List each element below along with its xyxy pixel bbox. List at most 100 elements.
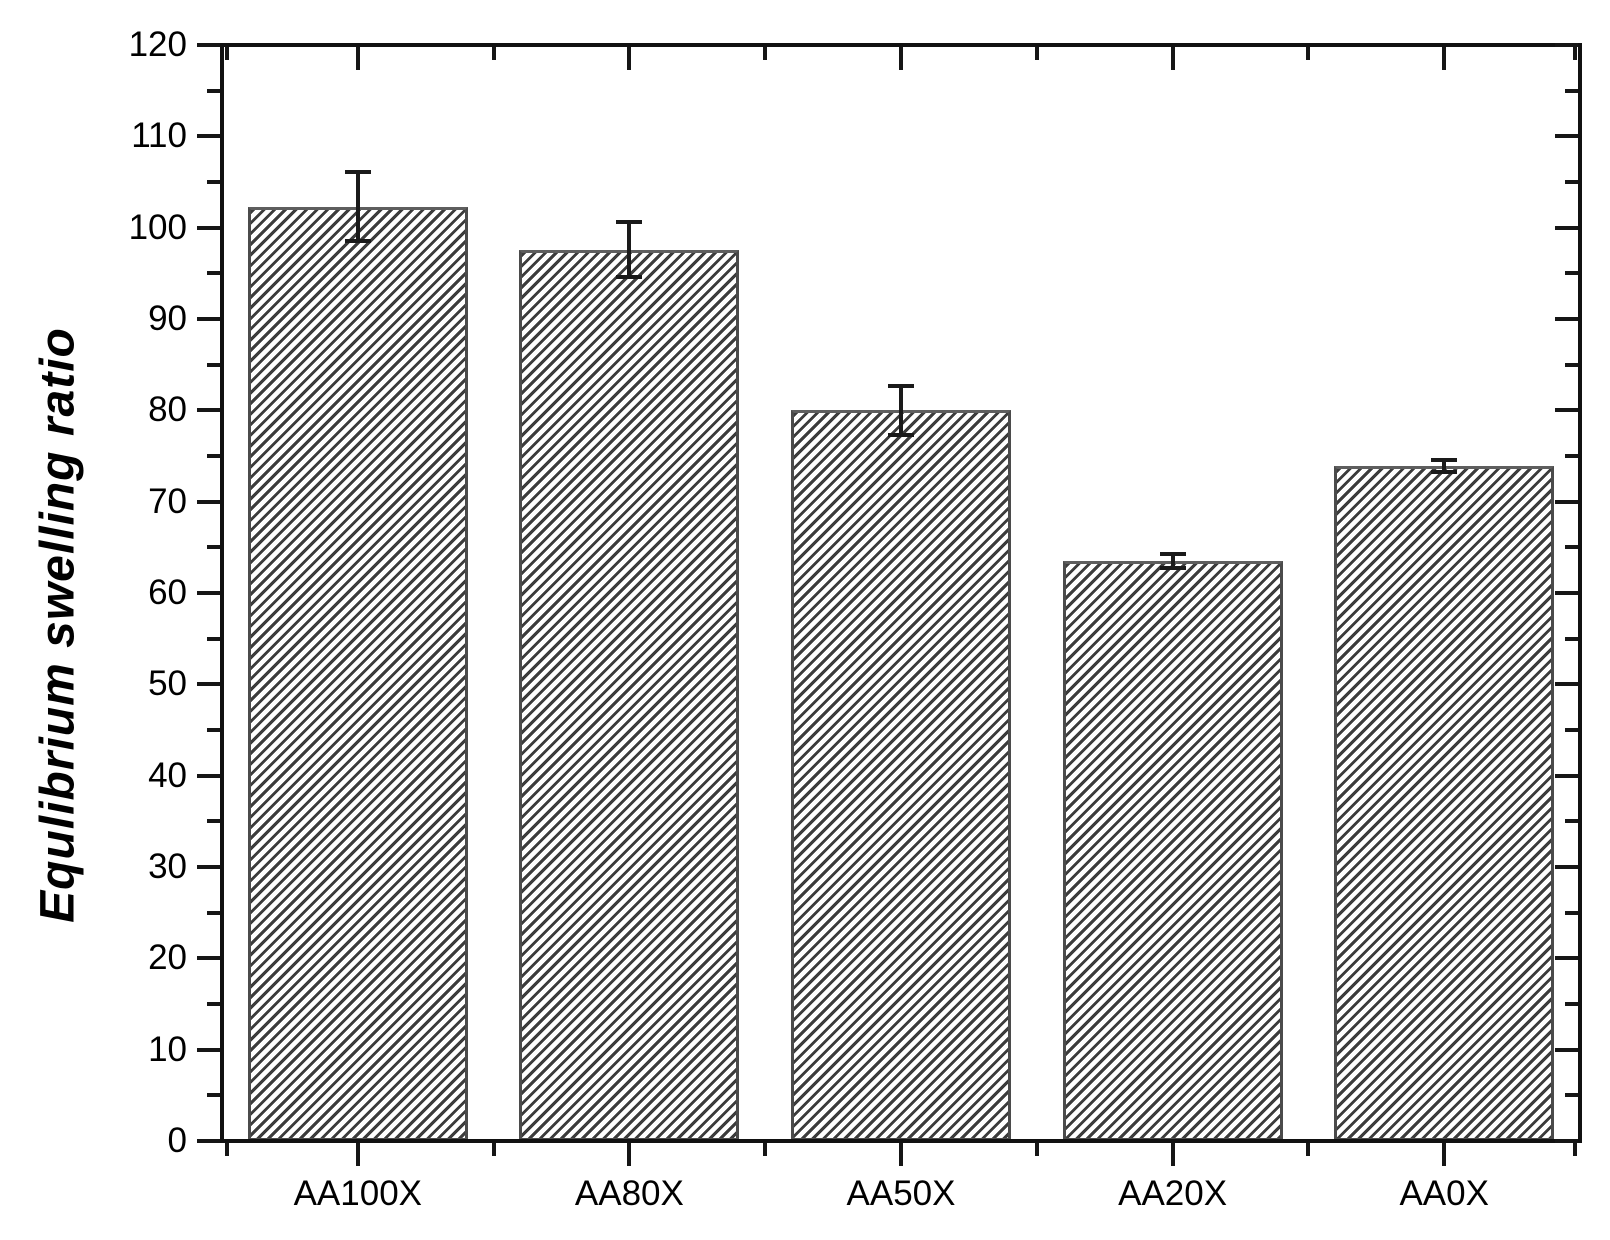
error-bar-stem	[1442, 459, 1447, 473]
y-major-tick-left	[197, 408, 220, 413]
bar-AA80X	[519, 249, 740, 1141]
bar-AA50X	[791, 410, 1011, 1141]
y-minor-tick-left	[207, 454, 220, 458]
error-bar-stem	[1170, 553, 1175, 569]
y-major-tick-left	[197, 773, 220, 778]
y-tick-label: 40	[148, 755, 187, 795]
y-minor-tick-left	[207, 180, 220, 184]
y-major-tick-right	[1555, 43, 1578, 47]
y-tick-label: 60	[148, 573, 187, 612]
y-minor-tick-left	[207, 910, 220, 915]
x-major-tick-top	[355, 47, 360, 70]
x-tick-label-AA20X: AA20X	[1118, 1174, 1228, 1213]
y-major-tick-right	[1555, 225, 1578, 230]
x-tick-label-AA100X: AA100X	[293, 1174, 423, 1213]
y-tick-label: 120	[128, 25, 187, 64]
error-bar-cap-bottom	[888, 432, 914, 437]
y-major-tick-right	[1555, 682, 1578, 687]
y-minor-tick-left	[207, 728, 220, 732]
x-minor-tick-bottom	[225, 1143, 229, 1156]
y-minor-tick-right	[1565, 88, 1578, 93]
y-major-tick-left	[197, 499, 220, 504]
y-tick-label: 90	[148, 299, 187, 338]
x-minor-tick-top	[491, 47, 496, 60]
y-major-tick-left	[197, 317, 220, 321]
x-minor-tick-top	[763, 47, 768, 60]
y-minor-tick-left	[207, 545, 220, 550]
x-minor-tick-bottom	[491, 1143, 496, 1156]
y-major-tick-left	[197, 865, 220, 869]
error-bar-cap-top	[616, 220, 643, 225]
y-major-tick-left	[197, 225, 220, 230]
error-bar-cap-top	[344, 169, 371, 174]
y-minor-tick-right	[1565, 362, 1578, 367]
y-tick-label: 20	[148, 938, 187, 978]
y-tick-label: 70	[148, 481, 187, 521]
y-minor-tick-right	[1565, 271, 1578, 276]
axis-spine-right	[1578, 43, 1582, 1143]
x-major-tick-top	[1170, 47, 1175, 70]
y-tick-label: 30	[148, 847, 187, 886]
error-bar-cap-bottom	[616, 274, 643, 279]
error-bar-cap-bottom	[344, 239, 371, 244]
x-major-tick-bottom	[627, 1143, 632, 1166]
y-major-tick-left	[197, 1139, 220, 1143]
y-tick-label: 0	[167, 1121, 187, 1160]
y-tick-label: 110	[131, 116, 187, 156]
x-minor-tick-top	[1034, 47, 1039, 60]
x-minor-tick-top	[225, 47, 229, 60]
y-minor-tick-right	[1565, 1002, 1578, 1006]
y-major-tick-right	[1555, 499, 1578, 504]
y-minor-tick-right	[1565, 1093, 1578, 1098]
error-bar-stem	[627, 222, 632, 277]
y-minor-tick-left	[207, 362, 220, 367]
y-minor-tick-left	[207, 819, 220, 824]
x-minor-tick-bottom	[763, 1143, 768, 1156]
y-tick-label: 10	[148, 1029, 187, 1069]
y-minor-tick-left	[207, 1002, 220, 1006]
y-minor-tick-left	[207, 1093, 220, 1098]
y-tick-label: 50	[148, 664, 187, 704]
y-major-tick-right	[1555, 408, 1578, 413]
y-tick-label: 100	[128, 207, 187, 247]
error-bar-cap-top	[888, 383, 914, 388]
x-minor-tick-bottom	[1573, 1143, 1577, 1156]
x-tick-label-AA80X: AA80X	[574, 1174, 684, 1213]
error-bar-cap-top	[1431, 457, 1458, 462]
y-major-tick-left	[197, 1047, 220, 1052]
error-bar-cap-bottom	[1431, 470, 1458, 475]
y-major-tick-right	[1555, 591, 1578, 595]
y-minor-tick-left	[207, 271, 220, 276]
y-major-tick-right	[1555, 134, 1578, 139]
y-major-tick-right	[1555, 1139, 1578, 1143]
y-major-tick-left	[197, 134, 220, 139]
bar-AA0X	[1334, 466, 1555, 1141]
y-minor-tick-right	[1565, 545, 1578, 550]
y-minor-tick-right	[1565, 910, 1578, 915]
error-bar-cap-top	[1159, 551, 1186, 556]
x-minor-tick-top	[1573, 47, 1577, 60]
y-minor-tick-left	[207, 88, 220, 93]
error-bar-stem	[355, 171, 360, 242]
y-major-tick-right	[1555, 956, 1578, 961]
y-minor-tick-right	[1565, 180, 1578, 184]
x-major-tick-top	[627, 47, 632, 70]
axis-spine-bottom	[220, 1139, 1582, 1143]
y-minor-tick-right	[1565, 636, 1578, 641]
x-major-tick-bottom	[899, 1143, 903, 1166]
y-major-tick-right	[1555, 1047, 1578, 1052]
error-bar-cap-bottom	[1159, 566, 1186, 571]
y-major-tick-right	[1555, 773, 1578, 778]
y-major-tick-right	[1555, 317, 1578, 321]
x-major-tick-bottom	[1442, 1143, 1447, 1166]
y-major-tick-left	[197, 43, 220, 47]
x-tick-label-AA0X: AA0X	[1399, 1174, 1489, 1213]
axis-spine-top	[220, 43, 1582, 47]
x-minor-tick-bottom	[1306, 1143, 1311, 1156]
x-major-tick-bottom	[1170, 1143, 1175, 1166]
y-minor-tick-left	[207, 636, 220, 641]
y-minor-tick-right	[1565, 454, 1578, 458]
x-major-tick-top	[899, 47, 903, 70]
bar-AA20X	[1062, 561, 1283, 1141]
